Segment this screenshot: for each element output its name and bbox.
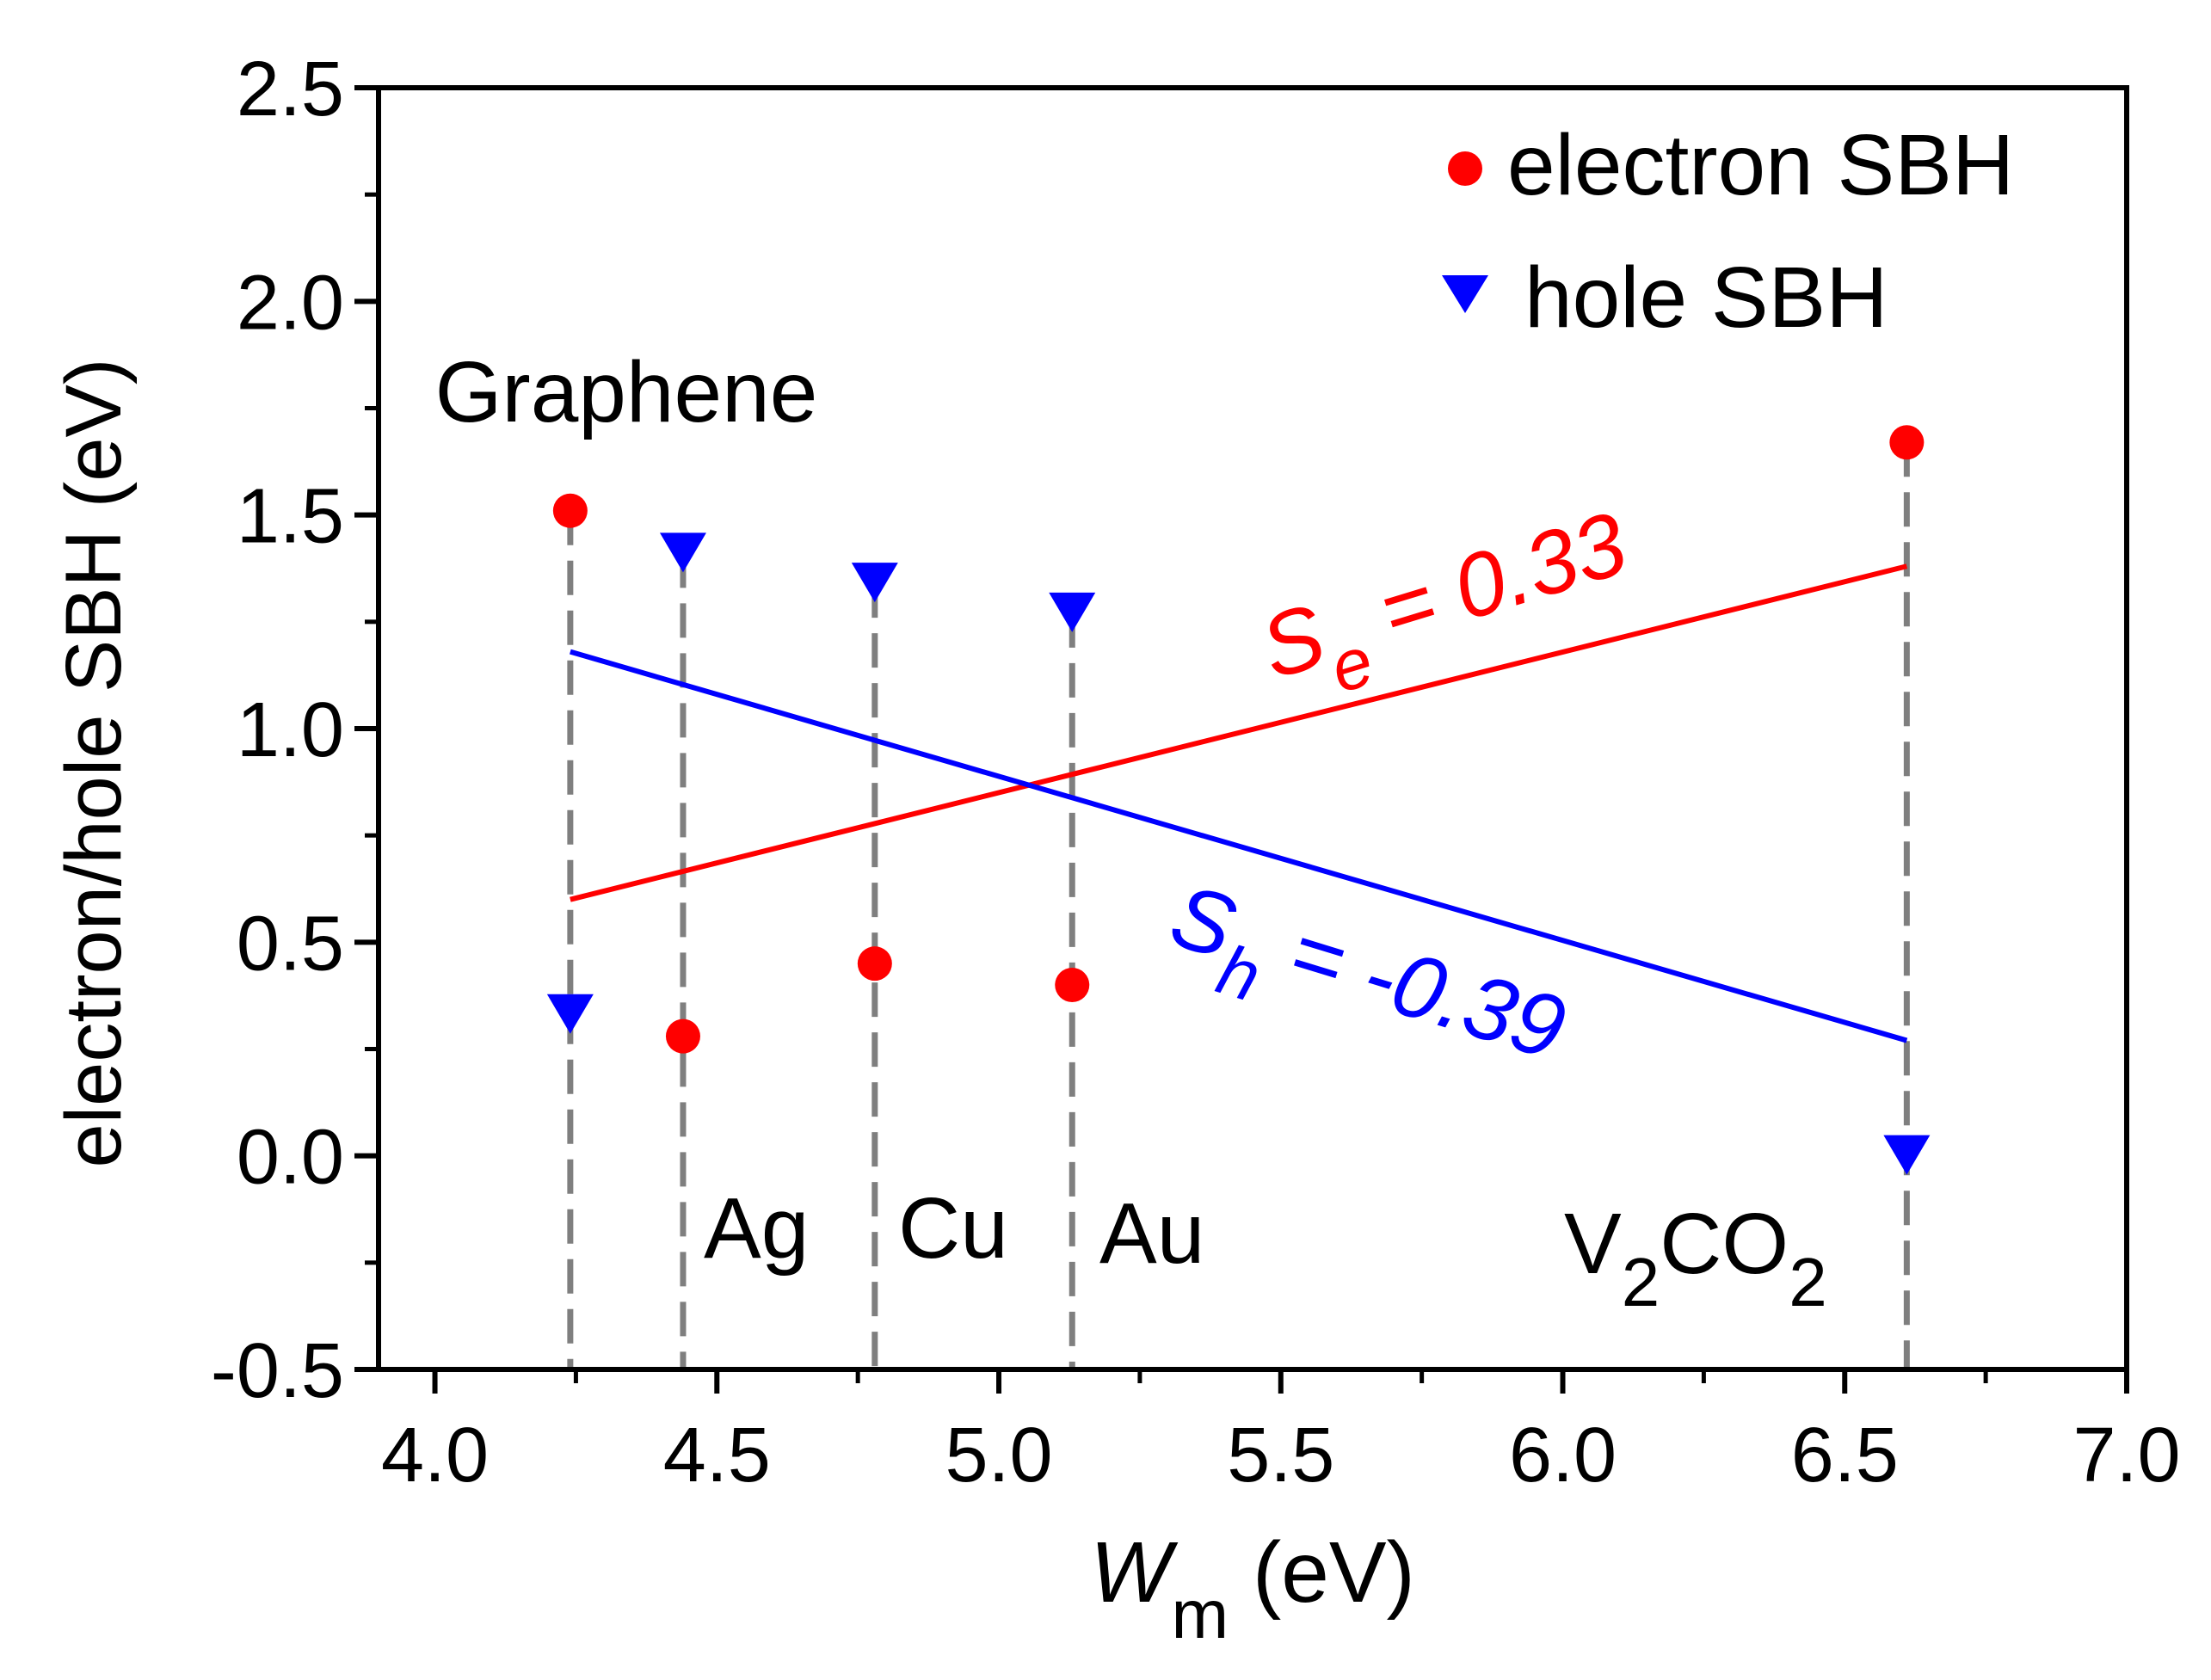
chart-text: 4.0 4.5 5.0 5.5 6.0 6.5 7.0 -0.5 0.0 0.5 1.0 1.5 2.0… (50, 46, 2181, 1652)
x-tick-label: 7.0 (2072, 1412, 2180, 1498)
hole-fit-line (570, 649, 1908, 1043)
hole-point (1049, 592, 1096, 632)
x-tick-label: 4.0 (381, 1412, 489, 1498)
y-tick-label: 1.0 (237, 687, 344, 773)
y-tick-label: 0.5 (237, 901, 344, 987)
y-tick-label: 2.0 (237, 260, 344, 346)
hole-slope-label: Sh = -0.39 (1152, 865, 1577, 1106)
material-label-graphene: Graphene (435, 344, 818, 440)
hole-point (851, 563, 898, 603)
hole-point (659, 532, 706, 573)
electron-point (552, 493, 588, 528)
hole-point (546, 994, 594, 1034)
electron-slope-label: Se = 0.33 (1250, 494, 1646, 726)
electron-fit-line (570, 563, 1908, 902)
electron-point (857, 946, 892, 982)
y-axis-label: electron/hole SBH (eV) (50, 359, 138, 1168)
fit-lines (570, 563, 1908, 1043)
x-tick-label: 6.0 (1509, 1412, 1617, 1498)
data-markers (546, 425, 1931, 1175)
material-label-cu: Cu (898, 1180, 1008, 1277)
x-tick-label: 5.0 (945, 1412, 1052, 1498)
x-tick-label: 6.5 (1791, 1412, 1899, 1498)
material-label-v: V2CO2 (1564, 1196, 1827, 1320)
y-tick-label: -0.5 (211, 1328, 344, 1414)
electron-point (665, 1018, 700, 1054)
electron-point (1055, 968, 1090, 1002)
y-tick-label: 2.5 (237, 46, 344, 132)
hole-point (1883, 1135, 1931, 1175)
x-tick-label: 4.5 (663, 1412, 771, 1498)
x-axis-label: Wm (eV) (1090, 1524, 1415, 1652)
y-tick-label: 0.0 (237, 1115, 344, 1201)
material-label-ag: Ag (704, 1180, 809, 1277)
legend-electron-label: electron SBH (1507, 117, 2014, 213)
electron-point (1889, 425, 1925, 460)
legend-hole-marker (1442, 275, 1488, 313)
legend-electron-marker (1448, 151, 1482, 186)
y-tick-label: 1.5 (237, 474, 344, 560)
x-tick-label: 5.5 (1227, 1412, 1334, 1498)
axes (354, 85, 2129, 1394)
material-label-au: Au (1099, 1185, 1204, 1282)
legend-hole-label: hole SBH (1524, 249, 1888, 346)
